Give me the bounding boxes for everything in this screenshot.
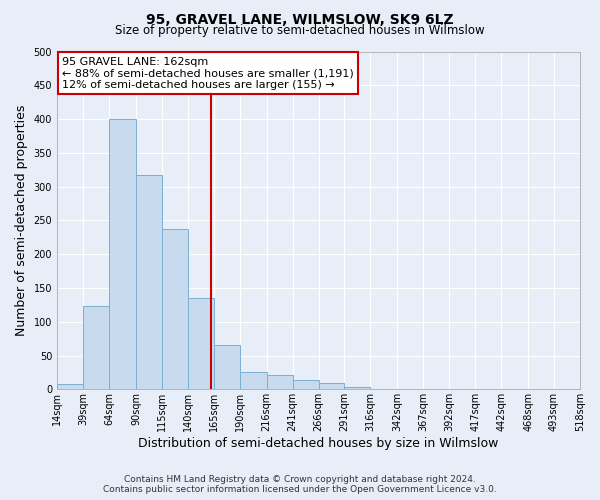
Bar xyxy=(214,346,239,390)
Bar xyxy=(57,384,83,390)
Text: 95, GRAVEL LANE, WILMSLOW, SK9 6LZ: 95, GRAVEL LANE, WILMSLOW, SK9 6LZ xyxy=(146,12,454,26)
Bar xyxy=(554,388,580,390)
Bar xyxy=(109,119,136,390)
Bar xyxy=(370,388,397,390)
Bar xyxy=(83,306,109,390)
Text: Contains HM Land Registry data © Crown copyright and database right 2024.
Contai: Contains HM Land Registry data © Crown c… xyxy=(103,474,497,494)
Bar xyxy=(266,374,293,390)
Bar xyxy=(293,380,319,390)
Bar xyxy=(188,298,214,390)
Y-axis label: Number of semi-detached properties: Number of semi-detached properties xyxy=(15,105,28,336)
X-axis label: Distribution of semi-detached houses by size in Wilmslow: Distribution of semi-detached houses by … xyxy=(139,437,499,450)
Bar xyxy=(319,382,344,390)
Bar xyxy=(239,372,266,390)
Bar xyxy=(344,386,370,390)
Bar xyxy=(136,174,162,390)
Text: 95 GRAVEL LANE: 162sqm
← 88% of semi-detached houses are smaller (1,191)
12% of : 95 GRAVEL LANE: 162sqm ← 88% of semi-det… xyxy=(62,56,354,90)
Text: Size of property relative to semi-detached houses in Wilmslow: Size of property relative to semi-detach… xyxy=(115,24,485,37)
Bar xyxy=(162,229,188,390)
